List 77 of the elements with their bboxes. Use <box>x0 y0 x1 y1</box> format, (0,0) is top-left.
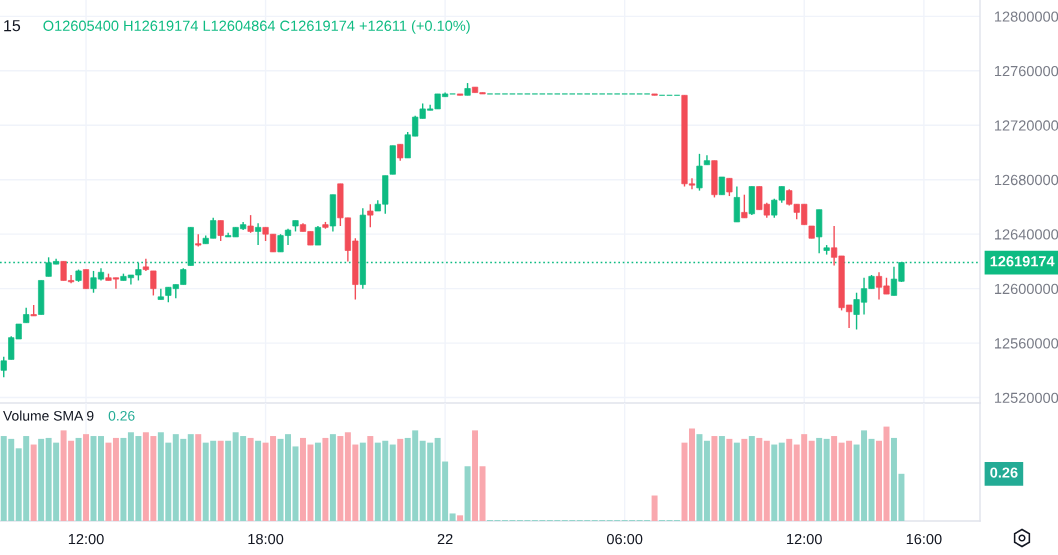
bar <box>748 436 755 521</box>
bar <box>314 442 321 521</box>
bar <box>247 437 254 521</box>
x-tick-label: 06:00 <box>606 533 643 545</box>
bar <box>83 434 90 521</box>
bar <box>771 444 778 521</box>
candlestick <box>82 268 90 290</box>
x-tick-label: 12:00 <box>68 533 104 545</box>
text: O12605400 H12619174 L12604864 C12619174 +12611 (+0.10%) <box>43 20 470 34</box>
bar <box>831 436 838 521</box>
bar <box>726 438 733 521</box>
y-tick-label: 12680000 <box>995 174 1058 186</box>
y-tick-label: 12800000 <box>995 11 1058 22</box>
bar <box>756 437 763 521</box>
bar <box>112 437 119 521</box>
bar <box>763 440 770 521</box>
candlestick <box>150 270 157 297</box>
x-tick-label: 22 <box>437 533 453 545</box>
candlestick <box>696 153 703 192</box>
bar <box>38 438 45 521</box>
bar <box>651 495 658 521</box>
y-tick-label: 12600000 <box>995 283 1058 295</box>
bar <box>868 438 875 521</box>
bar <box>472 430 479 521</box>
bar <box>367 436 374 521</box>
candlestick <box>367 203 374 229</box>
y-tick-label: 12640000 <box>995 229 1058 240</box>
bar <box>778 442 785 521</box>
y-tick-label: 12760000 <box>995 65 1058 77</box>
bar <box>329 434 336 521</box>
bar <box>187 434 194 521</box>
bar <box>718 436 725 521</box>
bar <box>75 437 82 521</box>
candlestick <box>217 219 224 242</box>
bar <box>733 442 740 521</box>
bar <box>337 436 344 521</box>
bar <box>449 513 456 521</box>
y-tick-label: 12560000 <box>995 338 1058 349</box>
ref-line-label: 12619174 <box>990 256 1055 267</box>
text: 0.26 <box>108 410 135 421</box>
bar <box>322 437 329 521</box>
candlestick <box>314 225 322 246</box>
bar <box>479 466 486 521</box>
candlestick <box>157 287 164 301</box>
bar <box>120 437 127 521</box>
bar <box>816 437 823 521</box>
y-tick-label: 12720000 <box>995 120 1058 131</box>
bar <box>255 440 262 521</box>
x-tick-label: 18:00 <box>248 533 284 545</box>
x-tick-label: 16:00 <box>906 533 942 545</box>
bar <box>808 440 815 521</box>
bar <box>464 466 471 521</box>
bar <box>703 440 710 521</box>
bar <box>711 436 718 521</box>
bar <box>105 442 112 521</box>
bar <box>359 442 366 521</box>
bar <box>457 515 464 521</box>
text: 15 <box>4 20 21 32</box>
bar <box>389 444 396 521</box>
candlestick <box>142 257 149 272</box>
bar <box>696 434 703 521</box>
candlestick <box>255 222 262 246</box>
bar <box>30 444 37 521</box>
candlestick <box>741 193 748 219</box>
candlestick <box>0 356 7 378</box>
bar <box>741 438 748 521</box>
bar <box>823 438 830 521</box>
x-tick-label: 12:00 <box>787 533 822 545</box>
text: 0.26 <box>990 467 1018 478</box>
chart-title: Volume SMA 9 <box>3 410 94 421</box>
bar <box>195 434 202 521</box>
bar <box>786 438 793 521</box>
bar <box>688 428 695 521</box>
bar <box>225 440 232 521</box>
bar <box>397 438 404 521</box>
y-tick-label: 12520000 <box>995 392 1058 403</box>
bar <box>217 440 224 521</box>
